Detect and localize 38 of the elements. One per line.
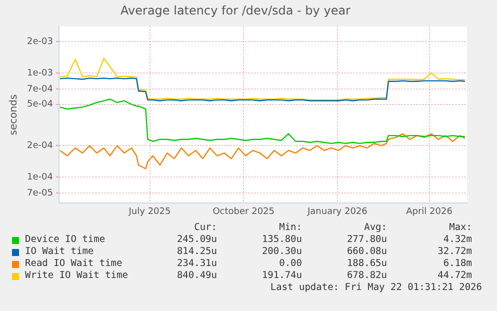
text: Avg: — [363, 222, 387, 234]
text: 191.74u — [260, 270, 302, 282]
y-tick-label: 2e-04 — [26, 141, 54, 152]
text: 0.00 — [278, 258, 302, 270]
text: Min: — [278, 222, 302, 234]
y-tick-label: 7e-04 — [26, 84, 54, 94]
y-tick-label: 1e-03 — [26, 68, 53, 78]
text: 678.82u — [346, 270, 387, 282]
y-tick-label: 1e-04 — [26, 172, 54, 182]
text: 188.65u — [346, 258, 387, 270]
text: 4.32m — [442, 234, 472, 246]
text: 135.80u — [260, 234, 302, 246]
text: 277.80u — [346, 234, 387, 246]
text: Max: — [448, 222, 472, 234]
x-tick-label: January 2026 — [306, 206, 368, 217]
text: 245.09u — [176, 234, 217, 246]
text: Cur: — [193, 222, 217, 234]
legend-label: Device IO time — [25, 234, 106, 246]
text: 6.18m — [442, 258, 472, 270]
legend-label: Write IO Wait time — [25, 270, 128, 282]
x-tick-label: April 2026 — [406, 206, 453, 217]
text: Last update: Fri May 22 01:31:21 2026 — [269, 282, 482, 294]
text: 234.31u — [176, 258, 217, 270]
text: 814.25u — [176, 246, 217, 258]
x-tick-label: October 2025 — [212, 206, 274, 217]
y-tick-label: 7e-05 — [26, 188, 53, 198]
y-tick-label: 5e-04 — [26, 100, 54, 110]
y-tick-label: 2e-03 — [26, 36, 53, 47]
text: 200.30u — [260, 246, 302, 258]
legend-label: IO Wait time — [25, 246, 94, 258]
text: 660.08u — [346, 246, 387, 258]
y-axis-title: seconds — [8, 94, 20, 136]
text: 44.72m — [436, 270, 472, 282]
text: 32.72m — [436, 246, 472, 258]
x-tick-label: July 2025 — [128, 206, 171, 217]
chart-title: Average latency for /dev/sda - by year — [120, 3, 351, 18]
legend-label: Read IO Wait time — [25, 258, 122, 270]
text: 840.49u — [176, 270, 217, 282]
